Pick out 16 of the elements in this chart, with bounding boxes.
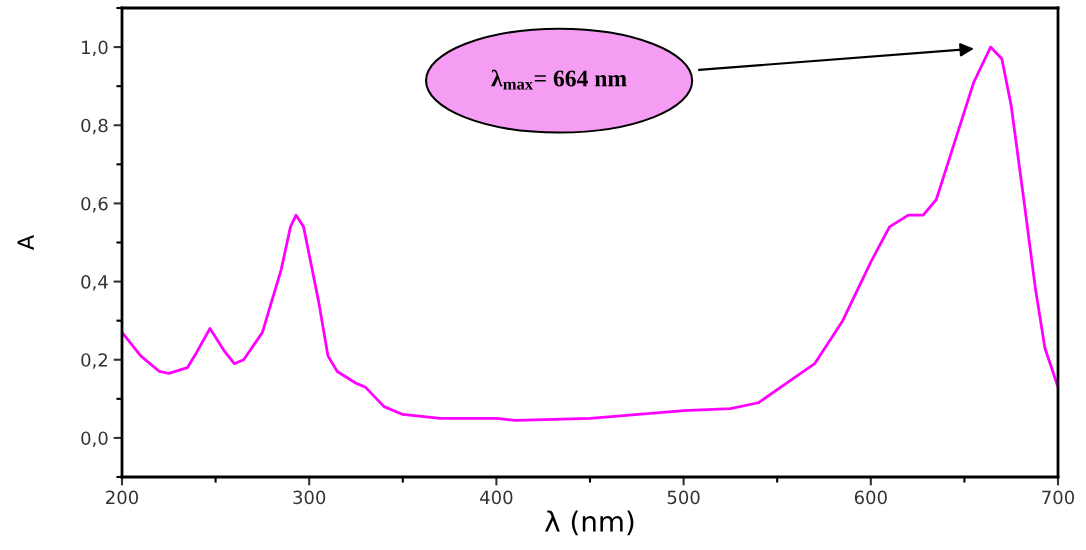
x-tick-label: 700	[1042, 490, 1075, 505]
y-tick-label: 0,6	[81, 196, 108, 213]
x-tick-label: 500	[667, 490, 700, 505]
x-tick-label: 600	[854, 490, 887, 505]
x-tick-label: 300	[293, 490, 326, 505]
y-tick-label: 0,8	[81, 118, 108, 135]
y-tick-label: 0,0	[81, 431, 108, 447]
y-tick-label: 1,0	[82, 40, 108, 57]
y-tick-label: 0,2	[81, 353, 107, 369]
y-tick-label: 0,4	[81, 275, 108, 291]
x-axis-title: λ (nm)	[545, 510, 634, 536]
annotation: λ$_{max}$= 664 nm	[491, 69, 627, 90]
x-tick-label: 400	[480, 490, 513, 505]
line-series	[122, 45, 1058, 422]
y-axis-title: A	[17, 235, 34, 250]
x-tick-label: 200	[106, 490, 139, 505]
